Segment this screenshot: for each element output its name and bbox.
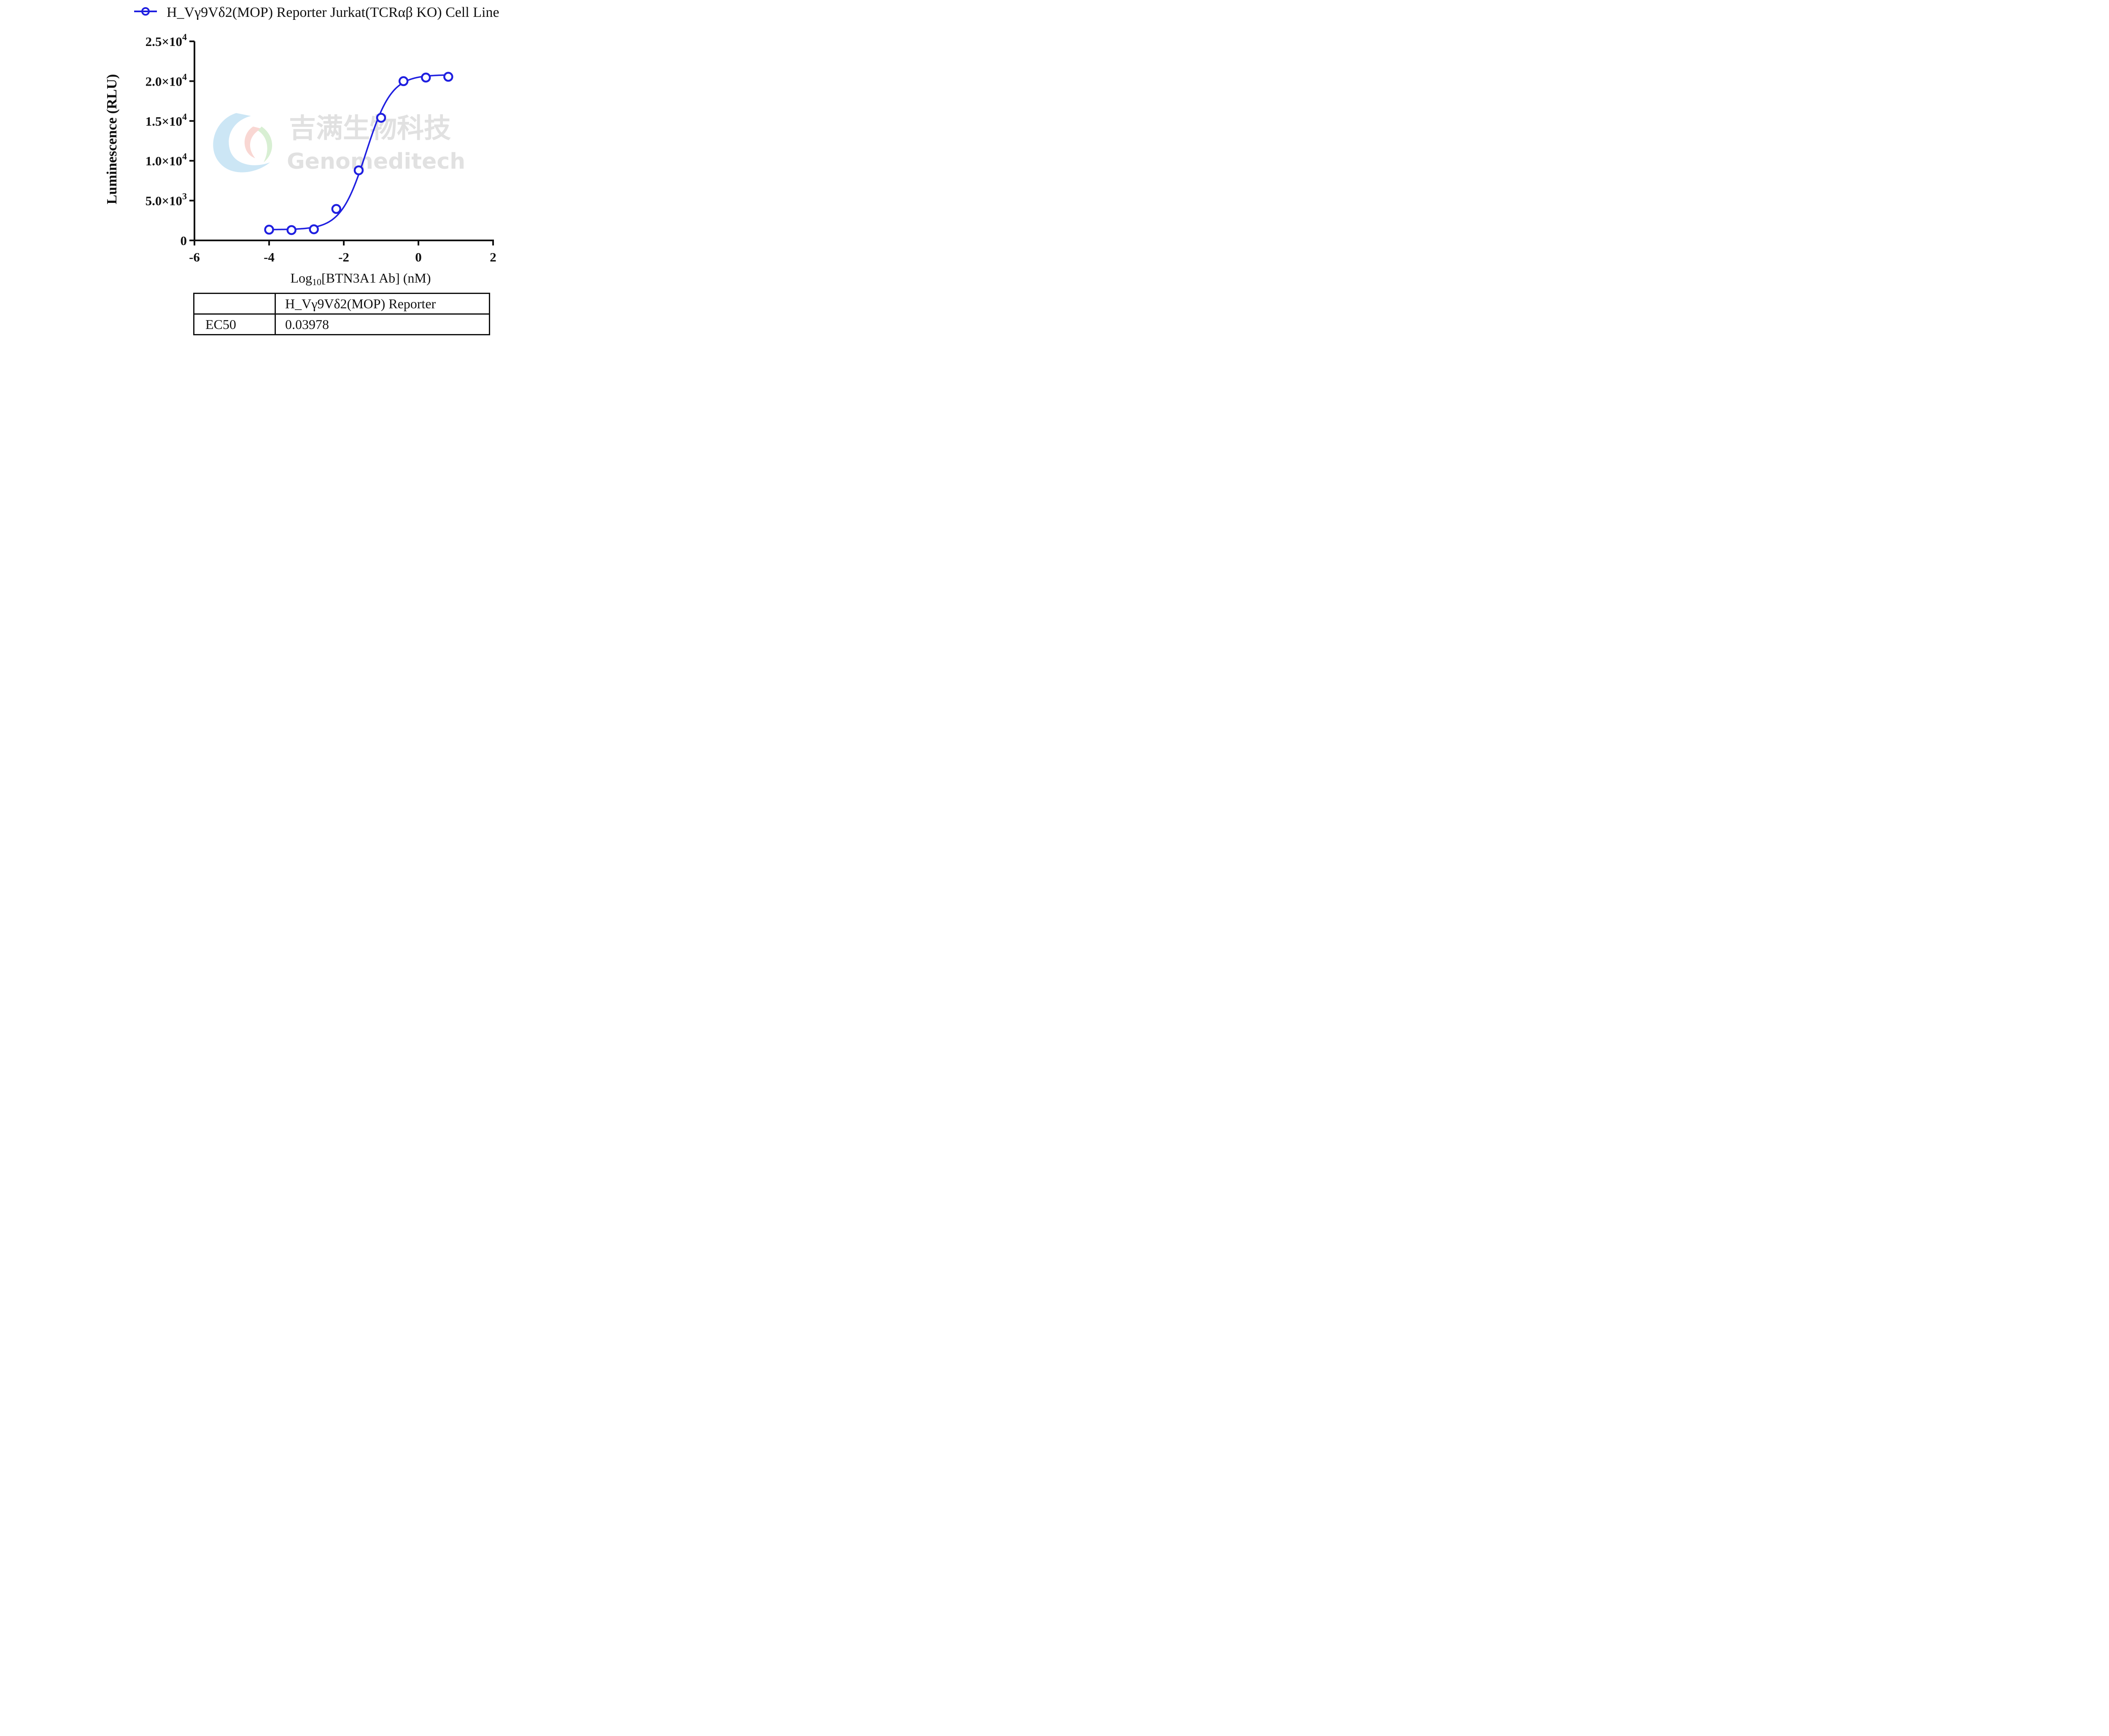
legend-marker-swatch — [141, 7, 150, 16]
y-tick-label: 0 — [181, 233, 187, 248]
data-point — [376, 113, 386, 123]
x-axis-title: Log10[BTN3A1 Ab] (nM) — [290, 270, 431, 287]
data-points-layer — [264, 72, 453, 235]
y-axis-title: Luminescence (RLU) — [104, 74, 120, 205]
table-cell-ec50-value: 0.03978 — [275, 313, 490, 335]
x-ticks: -6 -4 -2 0 2 — [189, 240, 496, 264]
legend: H_Vγ9Vδ2(MOP) Reporter Jurkat(TCRαβ KO) … — [134, 5, 499, 20]
data-point — [421, 73, 431, 83]
ec50-table: H_Vγ9Vδ2(MOP) Reporter EC50 0.03978 — [193, 293, 490, 335]
x-tick-label: -4 — [264, 250, 275, 264]
data-point — [286, 225, 297, 235]
watermark-en: Genomeditech — [287, 149, 465, 174]
figure: 吉满生物科技 Genomeditech H_Vγ9Vδ2(MOP) Report… — [0, 0, 652, 339]
watermark-text: 吉满生物科技 Genomeditech — [287, 113, 465, 174]
dose-response-chart: 吉满生物科技 Genomeditech H_Vγ9Vδ2(MOP) Report… — [104, 5, 499, 287]
x-tick-label: -2 — [338, 250, 349, 264]
data-point — [264, 224, 274, 235]
legend-label: H_Vγ9Vδ2(MOP) Reporter Jurkat(TCRαβ KO) … — [167, 5, 499, 20]
x-tick-label: 2 — [490, 250, 496, 264]
table-header-cell-empty — [193, 293, 276, 315]
data-point — [443, 72, 453, 82]
y-tick-label: 2.0×104 — [146, 71, 187, 89]
watermark-logo — [213, 113, 272, 173]
y-tick-label: 5.0×103 — [146, 191, 187, 208]
table-header-cell-reporter: H_Vγ9Vδ2(MOP) Reporter — [275, 293, 490, 315]
data-point — [353, 165, 364, 175]
y-tick-label: 1.0×104 — [146, 151, 187, 168]
data-point — [398, 76, 409, 86]
table-header-row: H_Vγ9Vδ2(MOP) Reporter — [193, 293, 490, 315]
data-point — [309, 224, 319, 235]
y-tick-label: 1.5×104 — [146, 111, 187, 129]
y-tick-label: 2.5×104 — [146, 32, 187, 49]
data-point — [331, 204, 342, 214]
x-tick-label: 0 — [415, 250, 422, 264]
table-cell-ec50-label: EC50 — [193, 313, 276, 335]
x-tick-label: -6 — [189, 250, 200, 264]
table-row: EC50 0.03978 — [193, 313, 490, 335]
y-ticks: 0 5.0×103 1.0×104 1.5×104 2.0×104 2.5×104 — [146, 32, 194, 248]
